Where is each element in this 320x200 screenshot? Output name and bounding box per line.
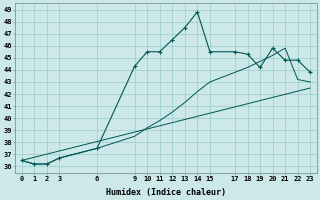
X-axis label: Humidex (Indice chaleur): Humidex (Indice chaleur) [106, 188, 226, 197]
